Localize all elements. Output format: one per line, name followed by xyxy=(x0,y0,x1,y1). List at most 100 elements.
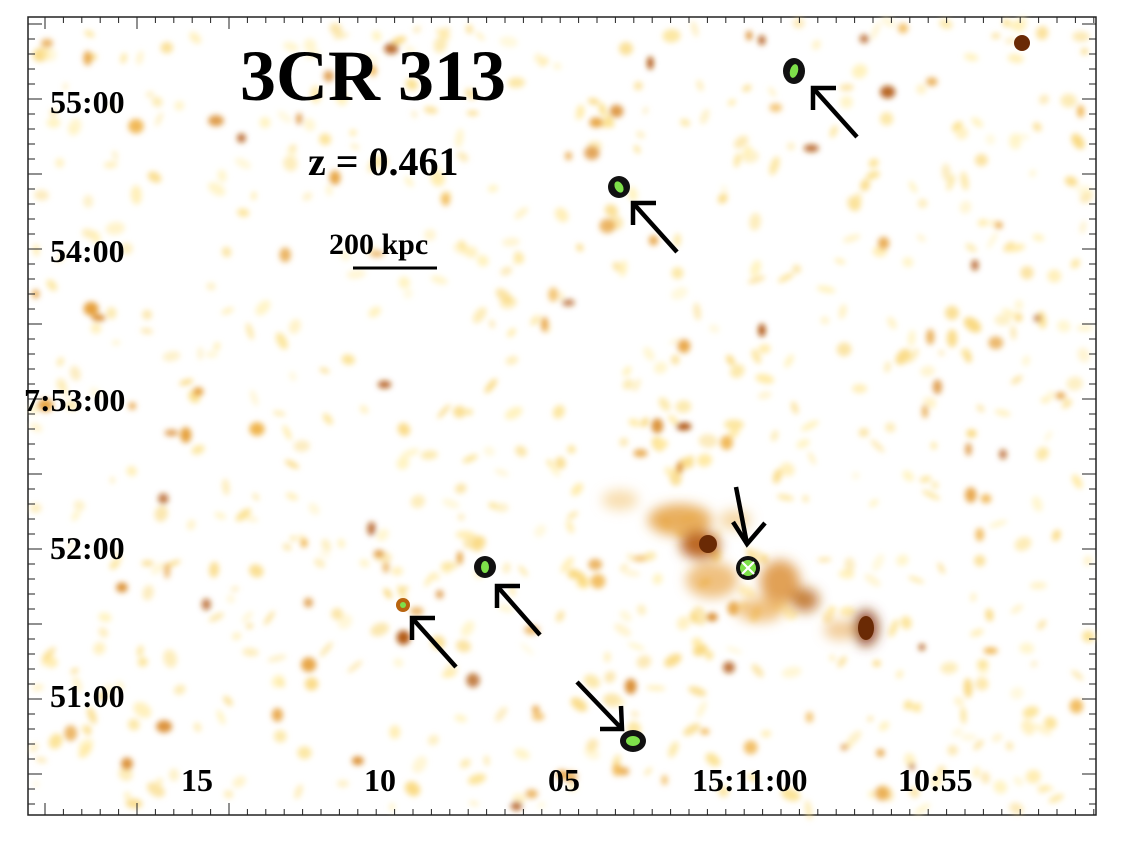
emission-speckle xyxy=(150,562,165,575)
emission-knot xyxy=(995,221,1003,229)
emission-knot xyxy=(880,85,896,99)
emission-knot xyxy=(64,725,78,742)
emission-speckle xyxy=(567,568,580,580)
emission-speckle xyxy=(555,207,569,223)
emission-speckle xyxy=(147,171,162,183)
emission-speckle xyxy=(852,384,868,394)
emission-speckle xyxy=(454,714,467,723)
emission-speckle xyxy=(837,655,847,668)
emission-knot xyxy=(1055,392,1066,400)
emission-speckle xyxy=(1036,446,1049,461)
emission-speckle xyxy=(938,350,945,356)
emission-speckle xyxy=(653,361,668,374)
emission-speckle xyxy=(870,439,885,453)
emission-speckle xyxy=(468,800,480,806)
emission-speckle xyxy=(141,560,154,567)
emission-speckle xyxy=(567,445,576,454)
emission-speckle xyxy=(494,706,508,722)
emission-speckle xyxy=(603,651,611,663)
emission-speckle xyxy=(137,645,144,657)
emission-speckle xyxy=(1029,581,1047,590)
emission-speckle xyxy=(502,562,511,574)
emission-speckle xyxy=(671,267,684,280)
emission-speckle xyxy=(397,422,411,436)
emission-speckle xyxy=(145,91,154,98)
emission-speckle xyxy=(552,405,565,419)
emission-speckle xyxy=(84,30,95,38)
emission-speckle xyxy=(412,756,427,774)
emission-speckle xyxy=(174,100,185,111)
dec-tick-label: 52:00 xyxy=(50,530,125,566)
emission-speckle xyxy=(568,782,578,792)
emission-speckle xyxy=(991,33,1001,39)
emission-knot xyxy=(116,582,128,593)
arrow-icon xyxy=(810,85,859,139)
emission-speckle xyxy=(1005,741,1014,751)
emission-knot xyxy=(548,287,559,302)
emission-speckle xyxy=(622,569,641,577)
emission-speckle xyxy=(441,561,458,570)
emission-knot xyxy=(367,521,376,536)
emission-speckle xyxy=(696,700,707,718)
emission-knot xyxy=(193,387,204,397)
emission-speckle xyxy=(321,538,331,552)
emission-knot xyxy=(758,323,766,337)
emission-speckle xyxy=(628,418,641,427)
emission-speckle xyxy=(879,721,890,732)
emission-speckle xyxy=(112,150,118,161)
emission-speckle xyxy=(839,606,856,617)
emission-speckle xyxy=(350,143,360,150)
emission-knot xyxy=(624,678,637,695)
emission-knot xyxy=(373,549,385,558)
emission-speckle xyxy=(205,351,219,358)
emission-knot xyxy=(588,558,603,571)
emission-speckle xyxy=(85,725,92,736)
emission-speckle xyxy=(1061,399,1073,409)
emission-speckle xyxy=(642,106,649,115)
emission-speckle xyxy=(404,176,414,187)
emission-speckle xyxy=(120,242,133,255)
emission-speckle xyxy=(113,552,123,561)
arrow-icon xyxy=(494,583,542,637)
emission-speckle xyxy=(1044,716,1057,730)
emission-speckle xyxy=(230,586,239,592)
emission-speckle xyxy=(800,420,819,432)
emission-speckle xyxy=(319,641,333,657)
emission-knot xyxy=(201,598,211,611)
emission-speckle xyxy=(282,425,292,441)
emission-speckle xyxy=(658,397,671,412)
arrows xyxy=(409,85,859,732)
emission-speckle xyxy=(359,405,369,414)
emission-speckle xyxy=(868,158,879,168)
emission-speckle xyxy=(308,502,320,515)
emission-speckle xyxy=(405,78,418,91)
emission-speckle xyxy=(169,768,179,782)
emission-speckle xyxy=(289,371,297,382)
emission-knot xyxy=(647,56,654,70)
emission-speckle xyxy=(367,157,378,173)
emission-knot xyxy=(965,487,977,503)
emission-speckle xyxy=(116,681,124,691)
emission-knot xyxy=(121,757,133,770)
emission-speckle xyxy=(1075,185,1093,196)
emission-speckle xyxy=(870,21,881,41)
emission-speckle xyxy=(35,757,48,763)
emission-speckle xyxy=(646,685,666,691)
emission-speckle xyxy=(208,612,224,622)
emission-knot xyxy=(128,402,136,410)
emission-speckle xyxy=(907,348,920,363)
emission-speckle xyxy=(769,156,780,176)
emission-speckle xyxy=(502,237,520,247)
emission-speckle xyxy=(846,730,862,747)
emission-speckle xyxy=(619,563,629,572)
emission-speckle xyxy=(33,244,40,257)
emission-speckle xyxy=(776,494,794,501)
emission-speckle xyxy=(216,709,226,725)
emission-speckle xyxy=(895,670,904,679)
emission-knot xyxy=(208,115,224,127)
emission-speckle xyxy=(632,378,641,392)
emission-speckle xyxy=(89,387,101,399)
emission-speckle xyxy=(106,307,117,320)
emission-speckle xyxy=(206,282,216,291)
emission-speckle xyxy=(1037,619,1047,630)
